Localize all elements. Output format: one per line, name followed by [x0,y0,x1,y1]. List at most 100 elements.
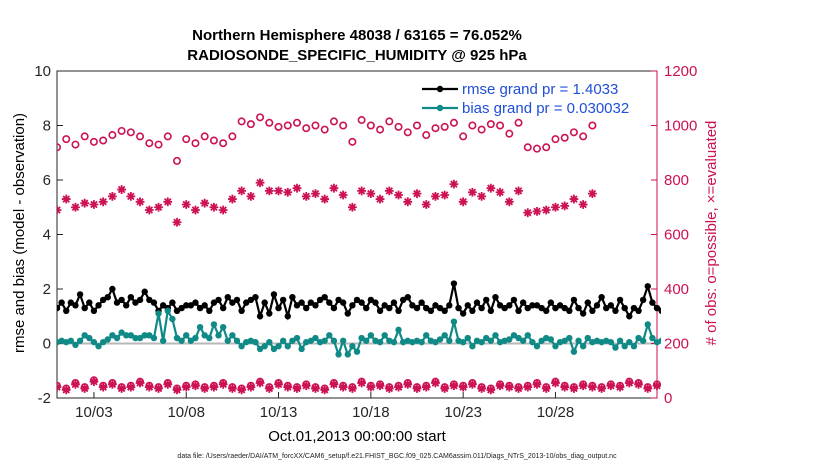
bias-point [367,332,375,339]
possible-marker [551,135,560,144]
bias-point [621,343,628,350]
evaluated-marker [486,385,496,395]
rmse-point [63,307,70,314]
possible-marker [440,122,449,131]
bias-point [215,332,222,339]
evaluated-marker [587,189,597,199]
bias-point [330,337,338,344]
bias-point [612,344,619,351]
rmse-point [86,299,93,306]
rmse-point [589,307,596,314]
evaluated-marker [71,379,80,389]
bias-point [732,332,738,338]
rmse-point [529,302,536,309]
rmse-point [215,296,222,304]
bias-point [95,343,102,350]
rmse-point [723,305,729,311]
bias-point [358,334,365,342]
rmse-point [732,305,738,311]
evaluated-marker [117,384,127,393]
bias-point [266,338,273,346]
possible-marker [80,132,89,141]
rmse-point [233,296,241,304]
rmse-point [173,307,181,314]
bias-point [192,334,199,342]
evaluated-marker [126,191,136,201]
rmse-point [358,299,365,306]
rmse-point [316,296,324,304]
evaluated-marker [246,191,256,201]
evaluated-marker [421,200,431,209]
bias-point [187,337,195,344]
rmse-point [183,302,190,309]
evaluated-marker [200,384,210,393]
evaluated-marker [292,183,302,193]
possible-marker [154,140,163,149]
rmse-point [284,313,291,320]
evaluated-marker [403,379,413,389]
evaluated-marker [486,183,496,193]
evaluated-marker [163,379,173,389]
evaluated-marker [578,381,588,391]
rmse-point [413,304,421,312]
bias-point [289,337,296,344]
x-axis-label: Oct.01,2013 00:00:00 start [268,428,446,445]
rmse-point [335,296,342,304]
evaluated-marker [57,382,62,392]
rmse-point [58,299,65,306]
rmse-point [561,304,568,312]
rmse-point [616,296,624,304]
rmse-point [409,302,416,309]
legend-rmse-label: rmse grand pr = 1.4033 [462,81,618,98]
evaluated-marker [394,190,403,200]
rmse-point [450,280,458,287]
rmse-point [603,304,610,312]
bias-point [353,348,361,355]
series-group [57,113,738,395]
bias-point [155,310,162,317]
evaluated-marker [301,381,311,391]
possible-marker [163,132,172,141]
rmse-point [547,299,555,306]
possible-marker [237,117,246,126]
evaluated-marker [154,202,163,212]
evaluated-marker [264,384,274,393]
bias-point [67,337,75,344]
bias-point [616,337,624,344]
bias-point [607,338,615,346]
bias-point [219,323,227,331]
bias-point [164,307,171,314]
rmse-point [432,302,439,309]
bias-point [113,334,121,342]
evaluated-marker [181,382,191,392]
bias-point [312,334,319,342]
possible-marker [357,116,366,125]
evaluated-marker [209,202,219,212]
possible-marker [431,124,440,133]
rmse-point [353,296,361,304]
rmse-point [169,299,176,306]
rmse-point [303,304,310,312]
possible-marker [283,121,292,130]
rmse-point [510,296,518,304]
evaluated-marker [283,187,293,197]
data-file-footnote: data file: /Users/raeder/DAI/ATM_forcXX/… [177,453,617,460]
rmse-point [123,302,130,309]
evaluated-marker [311,384,320,393]
rmse-point [367,296,375,304]
possible-marker [588,121,597,130]
possible-marker [182,135,191,144]
rmse-point [76,291,84,298]
bias-point [579,343,587,350]
rmse-point [506,302,513,309]
evaluated-marker [301,191,311,201]
bias-point [132,334,139,342]
evaluated-marker [107,191,117,201]
bias-point [483,334,490,342]
rmse-point [67,299,75,306]
possible-marker [523,143,532,152]
bias-point [159,337,167,344]
bias-point [183,332,190,339]
bias-point [547,336,555,343]
evaluated-marker [218,379,228,389]
